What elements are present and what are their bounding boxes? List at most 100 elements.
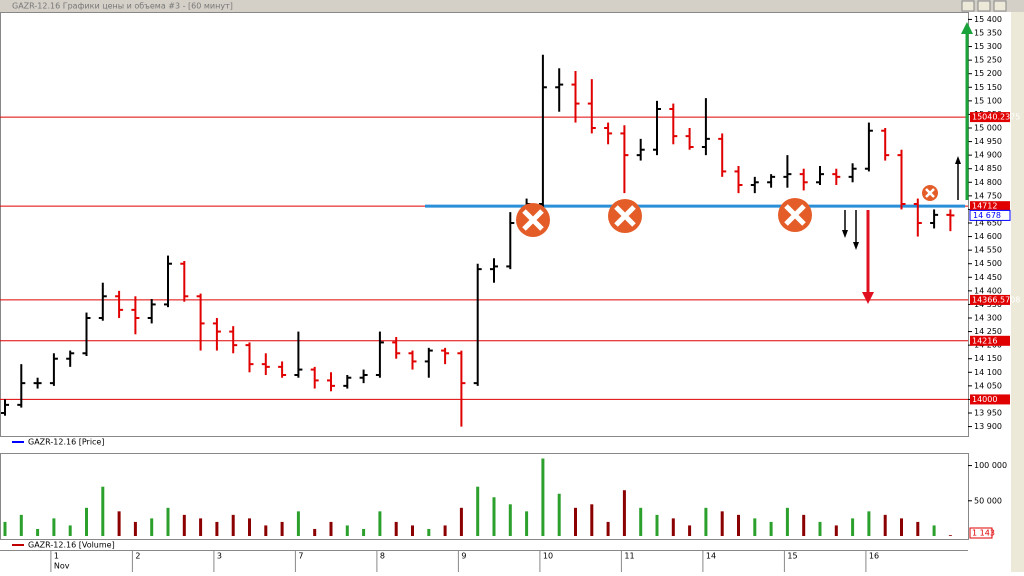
volume-bar	[296, 511, 300, 536]
level-label: 14000	[972, 395, 997, 404]
volume-bar	[883, 514, 887, 536]
volume-bar	[508, 504, 512, 536]
x-tick-label: 3	[217, 552, 222, 561]
volume-bar	[411, 525, 414, 536]
y-tick-label: 15 350	[974, 29, 1002, 38]
month-label: Nov	[54, 562, 70, 571]
price-panel	[0, 12, 969, 437]
y-tick-label: 14 250	[974, 327, 1002, 336]
minimize-button[interactable]	[961, 0, 975, 12]
y-tick-label: 15 400	[974, 15, 1002, 24]
volume-bar	[785, 507, 789, 536]
volume-panel	[0, 453, 969, 540]
y-tick-label: 14 550	[974, 246, 1002, 255]
level-tag	[970, 335, 1010, 346]
y-tick-label: 14 950	[974, 137, 1002, 146]
volume-bar	[313, 528, 317, 536]
y-tick-label: 15 000	[974, 124, 1002, 133]
y-tick-label: 15 100	[974, 96, 1002, 105]
volume-bar	[133, 521, 137, 536]
y-tick-label: 14 400	[974, 286, 1002, 295]
volume-bar	[231, 514, 235, 536]
maximize-button[interactable]	[977, 0, 991, 12]
y-tick-label: 50 000	[974, 496, 1002, 505]
volume-bar	[459, 507, 463, 536]
y-tick-label: 14 650	[974, 219, 1002, 228]
annotations	[516, 22, 973, 304]
volume-bar	[427, 528, 431, 536]
volume-bar	[769, 521, 773, 536]
level-label: 14216	[972, 336, 997, 345]
scrollbar[interactable]	[1011, 12, 1024, 572]
volume-bar	[362, 528, 366, 536]
volume-bar	[264, 525, 268, 536]
level-label: 14712	[972, 202, 997, 211]
volume-bar	[948, 535, 952, 536]
x-tick-label: 8	[380, 552, 385, 561]
volume-bar	[248, 518, 251, 536]
volume-bar	[52, 518, 56, 536]
y-tick-label: 15 200	[974, 69, 1002, 78]
volume-bar	[737, 514, 740, 536]
volume-bar	[150, 518, 154, 536]
volume-bar	[329, 521, 333, 536]
volume-bar	[590, 504, 594, 536]
volume-bar	[378, 511, 382, 536]
y-tick-label: 14 750	[974, 191, 1002, 200]
y-tick-label: 13 900	[974, 422, 1002, 431]
level-tag	[970, 394, 1010, 405]
title-bar	[0, 0, 1024, 12]
level-label: 15040.2375	[972, 113, 1020, 122]
y-tick-label: 14 500	[974, 259, 1002, 268]
volume-bar	[704, 507, 708, 536]
window-title: GAZR-12.16 Графики цены и объема #3 - [6…	[12, 2, 233, 11]
legend-label: GAZR-12.16 [Price]	[28, 438, 104, 447]
level-tag	[970, 201, 1010, 212]
volume-bar	[851, 518, 855, 536]
x-tick-label: 16	[869, 552, 879, 561]
volume-bar	[688, 525, 692, 536]
x-tick-label: 7	[298, 552, 303, 561]
volume-bar	[492, 497, 496, 536]
volume-bar	[525, 511, 529, 536]
volume-bar	[900, 518, 903, 536]
volume-bar	[622, 490, 626, 536]
y-tick-label: 14 450	[974, 273, 1002, 282]
volume-bar	[655, 514, 659, 536]
volume-bar	[557, 493, 561, 536]
volume-bar	[818, 521, 822, 536]
last-price-label: 14 678	[973, 211, 1001, 220]
x-tick-label: 14	[706, 552, 716, 561]
level-tag	[970, 112, 1010, 123]
volume-bar	[753, 518, 757, 536]
close-button[interactable]	[993, 0, 1007, 12]
volume-bar	[802, 514, 806, 536]
volume-bar	[101, 486, 105, 536]
y-tick-label: 13 950	[974, 409, 1002, 418]
level-label: 14366.5708	[972, 295, 1020, 304]
legend-label: GAZR-12.16 [Volume]	[28, 541, 115, 550]
y-tick-label: 14 050	[974, 381, 1002, 390]
y-tick-label: 14 600	[974, 232, 1002, 241]
volume-bar	[916, 521, 920, 536]
volume-bar	[720, 511, 724, 536]
volume-bar	[443, 525, 447, 536]
volume-bar	[182, 514, 186, 536]
volume-bar	[68, 525, 72, 536]
level-tag	[970, 294, 1010, 305]
volume-bar	[541, 458, 545, 536]
y-tick-label: 100 000	[974, 461, 1007, 470]
volume-bar	[574, 507, 577, 536]
volume-bar	[215, 521, 219, 536]
volume-bar	[867, 511, 871, 536]
volume-bar	[199, 518, 203, 536]
y-tick-label: 14 300	[974, 314, 1002, 323]
volume-bar	[476, 486, 480, 536]
volume-bar	[606, 521, 610, 536]
y-tick-label: 15 250	[974, 56, 1002, 65]
x-tick-label: 1	[54, 552, 59, 561]
y-tick-label: 14 850	[974, 164, 1002, 173]
volume-bar	[166, 507, 170, 536]
volume-bar	[19, 514, 23, 536]
